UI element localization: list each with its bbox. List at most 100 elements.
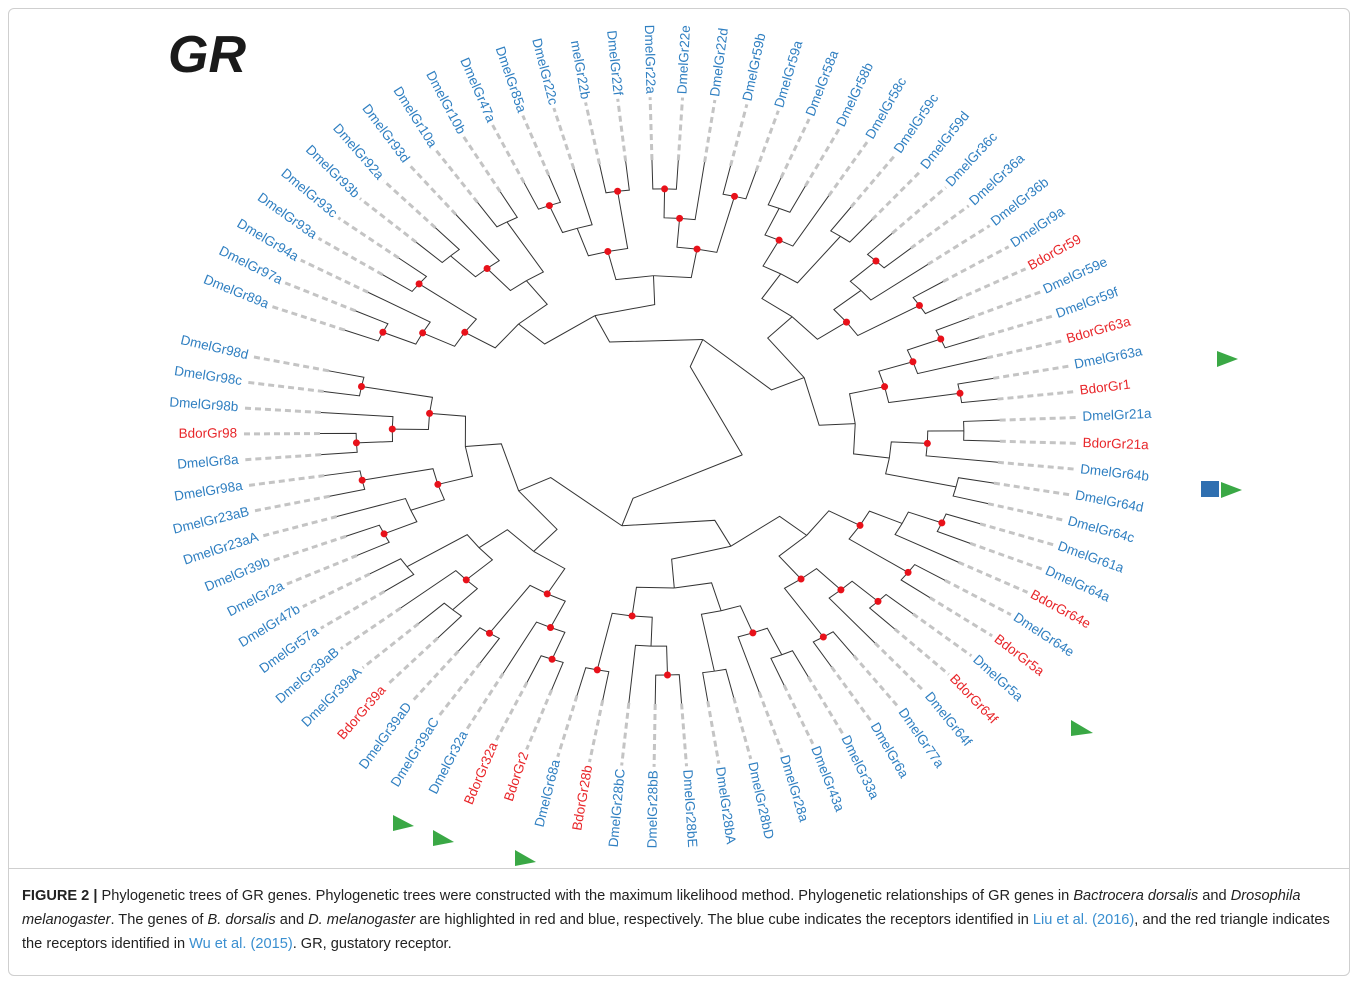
leaf-connector (676, 97, 685, 161)
divider (8, 868, 1350, 869)
branch (518, 280, 548, 325)
leaf-label: DmelGr28bB (644, 770, 660, 848)
support-dot (881, 383, 889, 391)
branch (848, 386, 885, 424)
leaf-connector (286, 554, 358, 586)
leaf-label: DmelGr32a (426, 728, 471, 797)
branch (868, 600, 895, 630)
branch (518, 490, 558, 552)
branch (912, 281, 944, 306)
leaf-connector (979, 522, 1055, 547)
leaf-connector (987, 502, 1065, 522)
branch (596, 612, 633, 670)
branch (888, 441, 928, 459)
branch (361, 386, 434, 414)
branch (925, 443, 998, 463)
branch (952, 486, 989, 505)
caption: FIGURE 2 | Phylogenetic trees of GR gene… (22, 884, 1342, 956)
branch (667, 674, 683, 704)
branch (418, 283, 478, 333)
leaf-connector (339, 606, 402, 650)
leaf-connector (968, 290, 1041, 320)
branch (369, 558, 408, 575)
branch (435, 227, 461, 257)
support-dot (388, 425, 396, 433)
branch (384, 566, 415, 592)
leaf-connector (871, 169, 923, 221)
branch (766, 316, 805, 378)
branch (465, 547, 494, 581)
branch (664, 160, 679, 190)
caption-segment: D. melanogaster (308, 912, 416, 928)
leaf-connector (620, 702, 631, 766)
branch (607, 251, 654, 281)
branch (912, 357, 988, 375)
caption-segment[interactable]: Wu et al. (2015) (189, 936, 293, 952)
support-dot (663, 671, 671, 679)
branch (722, 165, 735, 197)
branch (573, 168, 593, 229)
support-dot (731, 192, 739, 200)
leaf-label: DmelGr28bD (745, 760, 777, 840)
branch (957, 377, 994, 394)
branch (631, 586, 675, 617)
branch (632, 615, 653, 647)
branch (906, 338, 941, 362)
leaf-label: DmelGr22f (604, 30, 626, 97)
branch (791, 316, 847, 340)
leaf-label: DmelGr6a (868, 720, 912, 781)
branch (458, 627, 490, 652)
leaf-connector (521, 114, 550, 176)
branch (752, 627, 783, 655)
support-dot (426, 409, 434, 417)
leaf-connector (909, 204, 970, 250)
leaf-label: DmelGr28a (777, 753, 812, 824)
branch (382, 274, 420, 293)
caption-segment[interactable]: Liu et al. (2016) (1032, 912, 1135, 928)
leaf-connector (830, 665, 873, 723)
branch (823, 631, 855, 656)
branch (489, 584, 548, 634)
branch (576, 667, 598, 696)
branch (714, 668, 735, 698)
leaf-connector (385, 636, 439, 687)
leaf-connector (242, 453, 322, 462)
branch (651, 645, 668, 676)
support-dot (352, 439, 360, 447)
leaf-connector (272, 534, 347, 562)
leaf-label: BdorGr21a (1082, 435, 1149, 452)
leaf-connector (944, 579, 1012, 616)
leaf-connector (993, 481, 1072, 497)
branch (437, 446, 474, 485)
branch (907, 563, 946, 581)
branch (368, 291, 431, 334)
branch (429, 412, 466, 447)
branch (955, 477, 995, 488)
support-dot (915, 301, 923, 309)
leaf-connector (584, 102, 602, 165)
caption-segment: FIGURE 2 | (22, 888, 98, 904)
leaf-label: DmelGr22a (642, 25, 659, 95)
branch (621, 519, 732, 547)
markers (393, 351, 1242, 866)
branch (866, 232, 893, 262)
leaf-label: DmelGr22c (529, 37, 561, 107)
leaf-label: DmelGr28bE (680, 769, 700, 848)
leaf-connector (284, 281, 357, 313)
branch (761, 273, 793, 318)
leaf-label: DmelGr28bC (606, 768, 628, 848)
figure-frame (8, 8, 1350, 976)
branch (382, 331, 424, 345)
branch (548, 205, 578, 234)
leaf-label: DmelGr68a (532, 758, 564, 829)
branch (848, 525, 909, 573)
caption-segment: B. dorsalis (207, 912, 276, 928)
branch (478, 529, 535, 552)
support-dot (358, 476, 366, 484)
branch (778, 185, 806, 213)
leaf-connector (361, 622, 420, 669)
branch (464, 323, 519, 349)
branch (344, 329, 384, 342)
branch (679, 162, 706, 221)
leaf-label: DmelGr58a (803, 48, 842, 118)
